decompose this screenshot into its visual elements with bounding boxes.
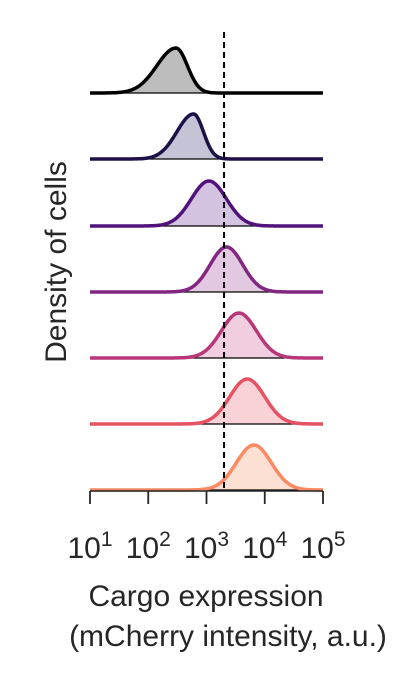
ridge-area: [90, 48, 323, 93]
ridge-line: [89, 179, 324, 228]
ridge-line: [89, 311, 324, 360]
ridge-line: [89, 245, 324, 294]
x-tick-label: 103: [184, 528, 229, 565]
ridge-series-7: [89, 443, 324, 492]
ridge-line: [89, 112, 324, 161]
ridge-line: [89, 46, 324, 95]
x-axis-label-line1: Cargo expression: [88, 580, 323, 613]
x-tick-label: 105: [300, 528, 345, 565]
ridge-area: [90, 247, 323, 292]
x-axis-label-line2: (mCherry intensity, a.u.): [69, 620, 387, 653]
y-axis-label: Density of cells: [40, 161, 73, 363]
ridge-series-3: [89, 179, 324, 228]
x-tick-label: 102: [126, 528, 171, 565]
ridge-area: [90, 114, 323, 159]
ridge-series-6: [89, 377, 324, 426]
ridge-line: [89, 377, 324, 426]
ridge-line: [89, 443, 324, 492]
ridge-series-5: [89, 311, 324, 360]
ridge-area: [90, 181, 323, 226]
x-tick-label: 101: [67, 528, 112, 565]
ridge-area: [90, 445, 323, 490]
ridge-area: [90, 379, 323, 424]
x-tick-label: 104: [242, 528, 287, 565]
ridge-series-2: [89, 112, 324, 161]
ridge-area: [90, 313, 323, 358]
x-axis: 101 102 103 104 105: [67, 490, 346, 565]
ridge-series-1: [89, 46, 324, 95]
ridges: [89, 46, 324, 492]
ridge-series-4: [89, 245, 324, 294]
